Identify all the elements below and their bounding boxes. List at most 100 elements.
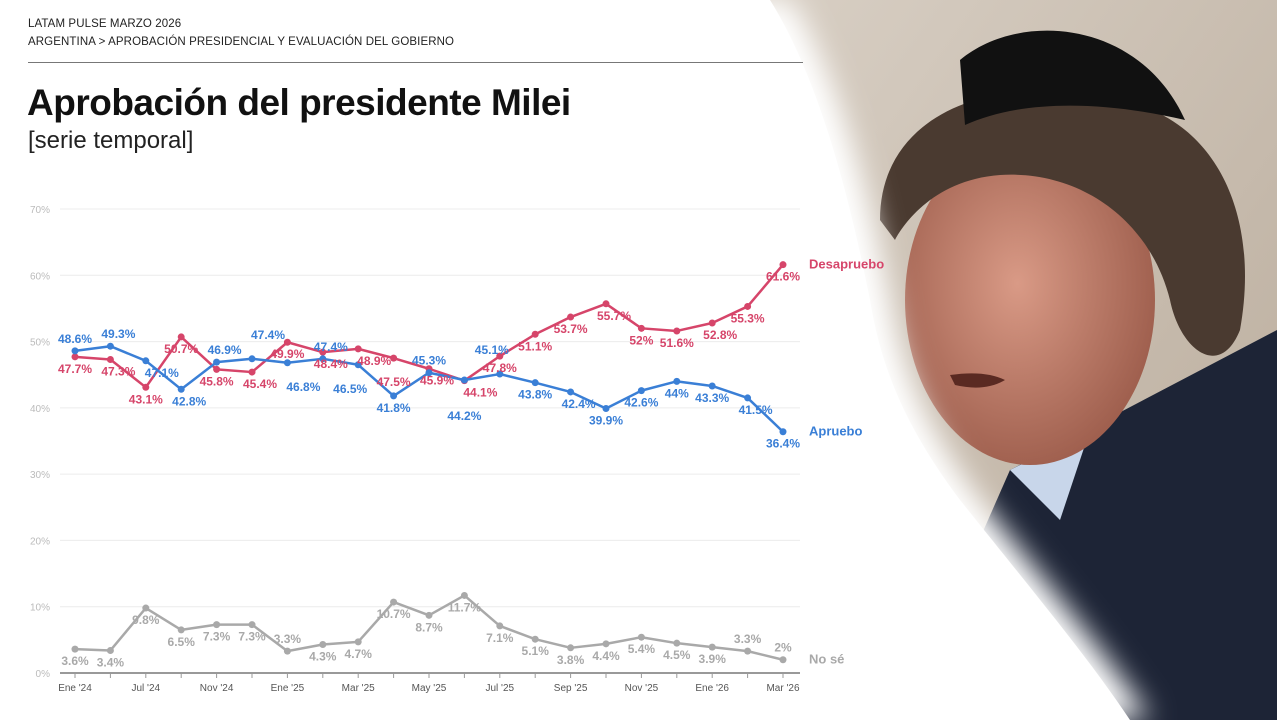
x-tick-label: Jul '25 (486, 683, 515, 694)
data-point-nos (708, 643, 716, 651)
data-label-nos: 6.5% (168, 635, 196, 649)
data-point-apruebo (779, 428, 787, 436)
data-label-nos: 7.1% (486, 631, 514, 645)
x-tick-label: May '25 (412, 683, 447, 694)
data-label-desapruebo: 50.7% (164, 342, 198, 356)
data-label-apruebo: 42.4% (562, 397, 596, 411)
y-tick-label: 40% (30, 404, 50, 415)
x-tick-label: Nov '24 (200, 683, 234, 694)
data-label-apruebo: 39.9% (589, 414, 623, 428)
data-label-apruebo: 46.9% (208, 343, 242, 357)
data-label-desapruebo: 52.8% (703, 328, 737, 342)
data-label-apruebo: 44% (665, 386, 689, 400)
data-point-apruebo (425, 369, 433, 377)
data-point-nos (425, 611, 433, 619)
data-point-nos (637, 633, 645, 641)
data-label-desapruebo: 51.6% (660, 336, 694, 350)
data-label-apruebo: 49.3% (101, 327, 135, 341)
data-point-desapruebo (71, 353, 79, 361)
data-label-nos: 3.3% (274, 632, 302, 646)
data-label-desapruebo: 45.9% (420, 374, 454, 388)
data-label-nos: 7.3% (203, 630, 231, 644)
data-label-apruebo: 44.2% (447, 409, 481, 423)
data-point-nos (106, 646, 114, 654)
breadcrumb: ARGENTINA > APROBACIÓN PRESIDENCIAL Y EV… (28, 36, 455, 48)
data-label-desapruebo: 48.9% (357, 354, 391, 368)
data-label-desapruebo: 52% (629, 333, 653, 347)
data-point-apruebo (673, 377, 681, 385)
x-tick-label: Ene '26 (695, 683, 729, 694)
y-tick-label: 10% (30, 603, 50, 614)
data-point-nos (142, 604, 150, 612)
data-label-apruebo: 47.4% (251, 328, 285, 342)
data-label-nos: 3.3% (734, 632, 762, 646)
data-point-apruebo (460, 376, 468, 384)
data-point-desapruebo (637, 324, 645, 332)
x-tick-label: Mar '26 (766, 683, 799, 694)
data-point-nos (213, 621, 221, 629)
data-label-nos: 3.4% (97, 655, 125, 669)
data-point-apruebo (567, 388, 575, 396)
data-point-desapruebo (567, 313, 575, 321)
data-point-desapruebo (177, 333, 185, 341)
data-label-desapruebo: 45.8% (200, 374, 234, 388)
data-point-desapruebo (142, 383, 150, 391)
data-point-nos (354, 638, 362, 646)
data-label-nos: 4.4% (592, 649, 620, 663)
x-tick-label: Ene '24 (58, 683, 92, 694)
data-label-desapruebo: 47.5% (377, 375, 411, 389)
data-point-nos (744, 647, 752, 655)
data-label-apruebo: 47.4% (314, 340, 348, 354)
data-label-desapruebo: 55.7% (597, 309, 631, 323)
data-point-apruebo (602, 405, 610, 413)
x-tick-label: Ene '25 (271, 683, 305, 694)
page-subtitle: [serie temporal] (28, 127, 194, 154)
data-label-desapruebo: 61.6% (766, 270, 800, 284)
data-label-apruebo: 45.3% (412, 354, 446, 368)
data-point-apruebo (744, 394, 752, 402)
data-label-nos: 5.4% (628, 642, 656, 656)
data-point-apruebo (496, 370, 504, 378)
data-label-nos: 4.3% (309, 649, 337, 663)
data-label-desapruebo: 44.1% (463, 386, 497, 400)
data-point-nos (496, 622, 504, 630)
divider (28, 62, 803, 63)
legend-label-desapruebo: Desapruebo (809, 257, 884, 272)
data-point-desapruebo (283, 338, 291, 346)
data-point-nos (390, 598, 398, 606)
y-tick-label: 60% (30, 271, 50, 282)
data-label-nos: 3.6% (61, 654, 89, 668)
data-point-nos (71, 645, 79, 653)
legend-label-nos: No sé (809, 652, 844, 667)
data-label-desapruebo: 48.4% (314, 357, 348, 371)
data-point-nos (779, 656, 787, 664)
data-point-desapruebo (213, 365, 221, 373)
data-point-desapruebo (496, 352, 504, 360)
data-label-apruebo: 48.6% (58, 332, 92, 346)
data-point-apruebo (71, 347, 79, 355)
data-point-nos (531, 635, 539, 643)
data-label-desapruebo: 49.9% (270, 347, 304, 361)
data-label-desapruebo: 45.4% (243, 377, 277, 391)
data-point-apruebo (283, 359, 291, 367)
data-label-apruebo: 46.5% (333, 382, 367, 396)
data-point-apruebo (354, 361, 362, 369)
data-point-desapruebo (602, 300, 610, 308)
data-point-desapruebo (319, 348, 327, 356)
data-label-apruebo: 41.8% (377, 401, 411, 415)
data-label-nos: 2% (774, 641, 792, 655)
data-label-nos: 9.8% (132, 613, 160, 627)
x-tick-label: Mar '25 (342, 683, 375, 694)
data-label-desapruebo: 47.8% (483, 361, 517, 375)
data-label-apruebo: 41.5% (739, 403, 773, 417)
data-point-apruebo (319, 355, 327, 363)
data-label-apruebo: 43.8% (518, 388, 552, 402)
data-label-desapruebo: 47.3% (101, 364, 135, 378)
data-point-desapruebo (354, 345, 362, 353)
data-label-apruebo: 42.6% (624, 396, 658, 410)
data-label-nos: 8.7% (415, 620, 443, 634)
data-point-desapruebo (106, 355, 114, 363)
data-point-nos (567, 644, 575, 652)
data-point-apruebo (248, 355, 256, 363)
